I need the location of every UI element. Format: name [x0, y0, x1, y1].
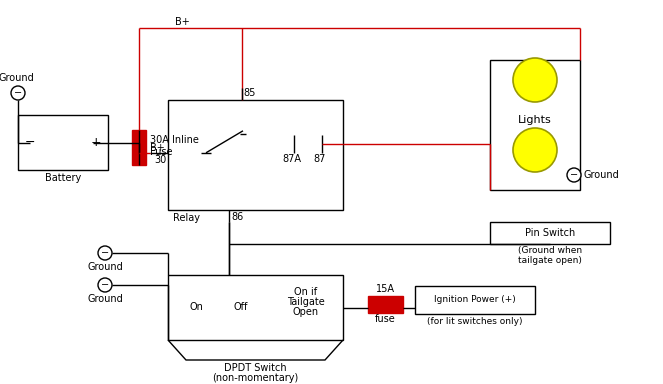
Text: Battery: Battery: [45, 173, 81, 183]
Bar: [132, 130, 146, 165]
Text: Open: Open: [293, 307, 319, 317]
Text: Fuse: Fuse: [150, 147, 172, 157]
Text: Pin Switch: Pin Switch: [525, 228, 575, 238]
Circle shape: [98, 278, 112, 292]
Text: 87A: 87A: [282, 154, 302, 164]
Circle shape: [513, 128, 557, 172]
Text: On: On: [189, 303, 203, 313]
Bar: [490, 60, 580, 190]
Text: Ground: Ground: [87, 262, 123, 272]
Text: Ignition Power (+): Ignition Power (+): [434, 296, 516, 305]
Circle shape: [98, 246, 112, 260]
Text: 15A: 15A: [376, 284, 395, 294]
Bar: [368, 296, 403, 313]
Circle shape: [11, 86, 25, 100]
Text: B+: B+: [175, 17, 190, 27]
Text: 30: 30: [154, 155, 166, 165]
Bar: [168, 100, 343, 210]
Text: Tailgate: Tailgate: [287, 297, 325, 307]
Text: B+: B+: [150, 143, 164, 153]
Text: 30A Inline: 30A Inline: [150, 135, 199, 145]
Circle shape: [567, 168, 581, 182]
Text: 87: 87: [314, 154, 326, 164]
Text: Ground: Ground: [87, 294, 123, 304]
Bar: [490, 222, 610, 244]
Text: −: −: [14, 88, 22, 98]
Text: Relay: Relay: [173, 213, 200, 223]
Bar: [415, 286, 535, 314]
Circle shape: [513, 58, 557, 102]
Text: (for lit switches only): (for lit switches only): [427, 317, 522, 326]
Text: +: +: [91, 136, 101, 149]
Text: Off: Off: [234, 303, 248, 313]
Text: −: −: [101, 280, 109, 290]
Text: 85: 85: [243, 88, 256, 98]
Text: fuse: fuse: [375, 314, 396, 324]
Text: −: −: [101, 248, 109, 258]
Text: Lights: Lights: [518, 115, 552, 125]
Text: On if: On if: [294, 287, 318, 297]
Bar: [18, 115, 108, 170]
Text: (non-momentary): (non-momentary): [212, 373, 298, 383]
Text: Ground: Ground: [0, 73, 34, 83]
Text: tailgate open): tailgate open): [518, 256, 582, 265]
Text: Ground: Ground: [584, 170, 620, 180]
Text: DPDT Switch: DPDT Switch: [224, 363, 287, 373]
Text: 86: 86: [231, 212, 243, 222]
Text: (Ground when: (Ground when: [518, 246, 582, 255]
Bar: [168, 275, 343, 340]
Text: −: −: [25, 136, 35, 149]
Text: −: −: [570, 170, 578, 180]
